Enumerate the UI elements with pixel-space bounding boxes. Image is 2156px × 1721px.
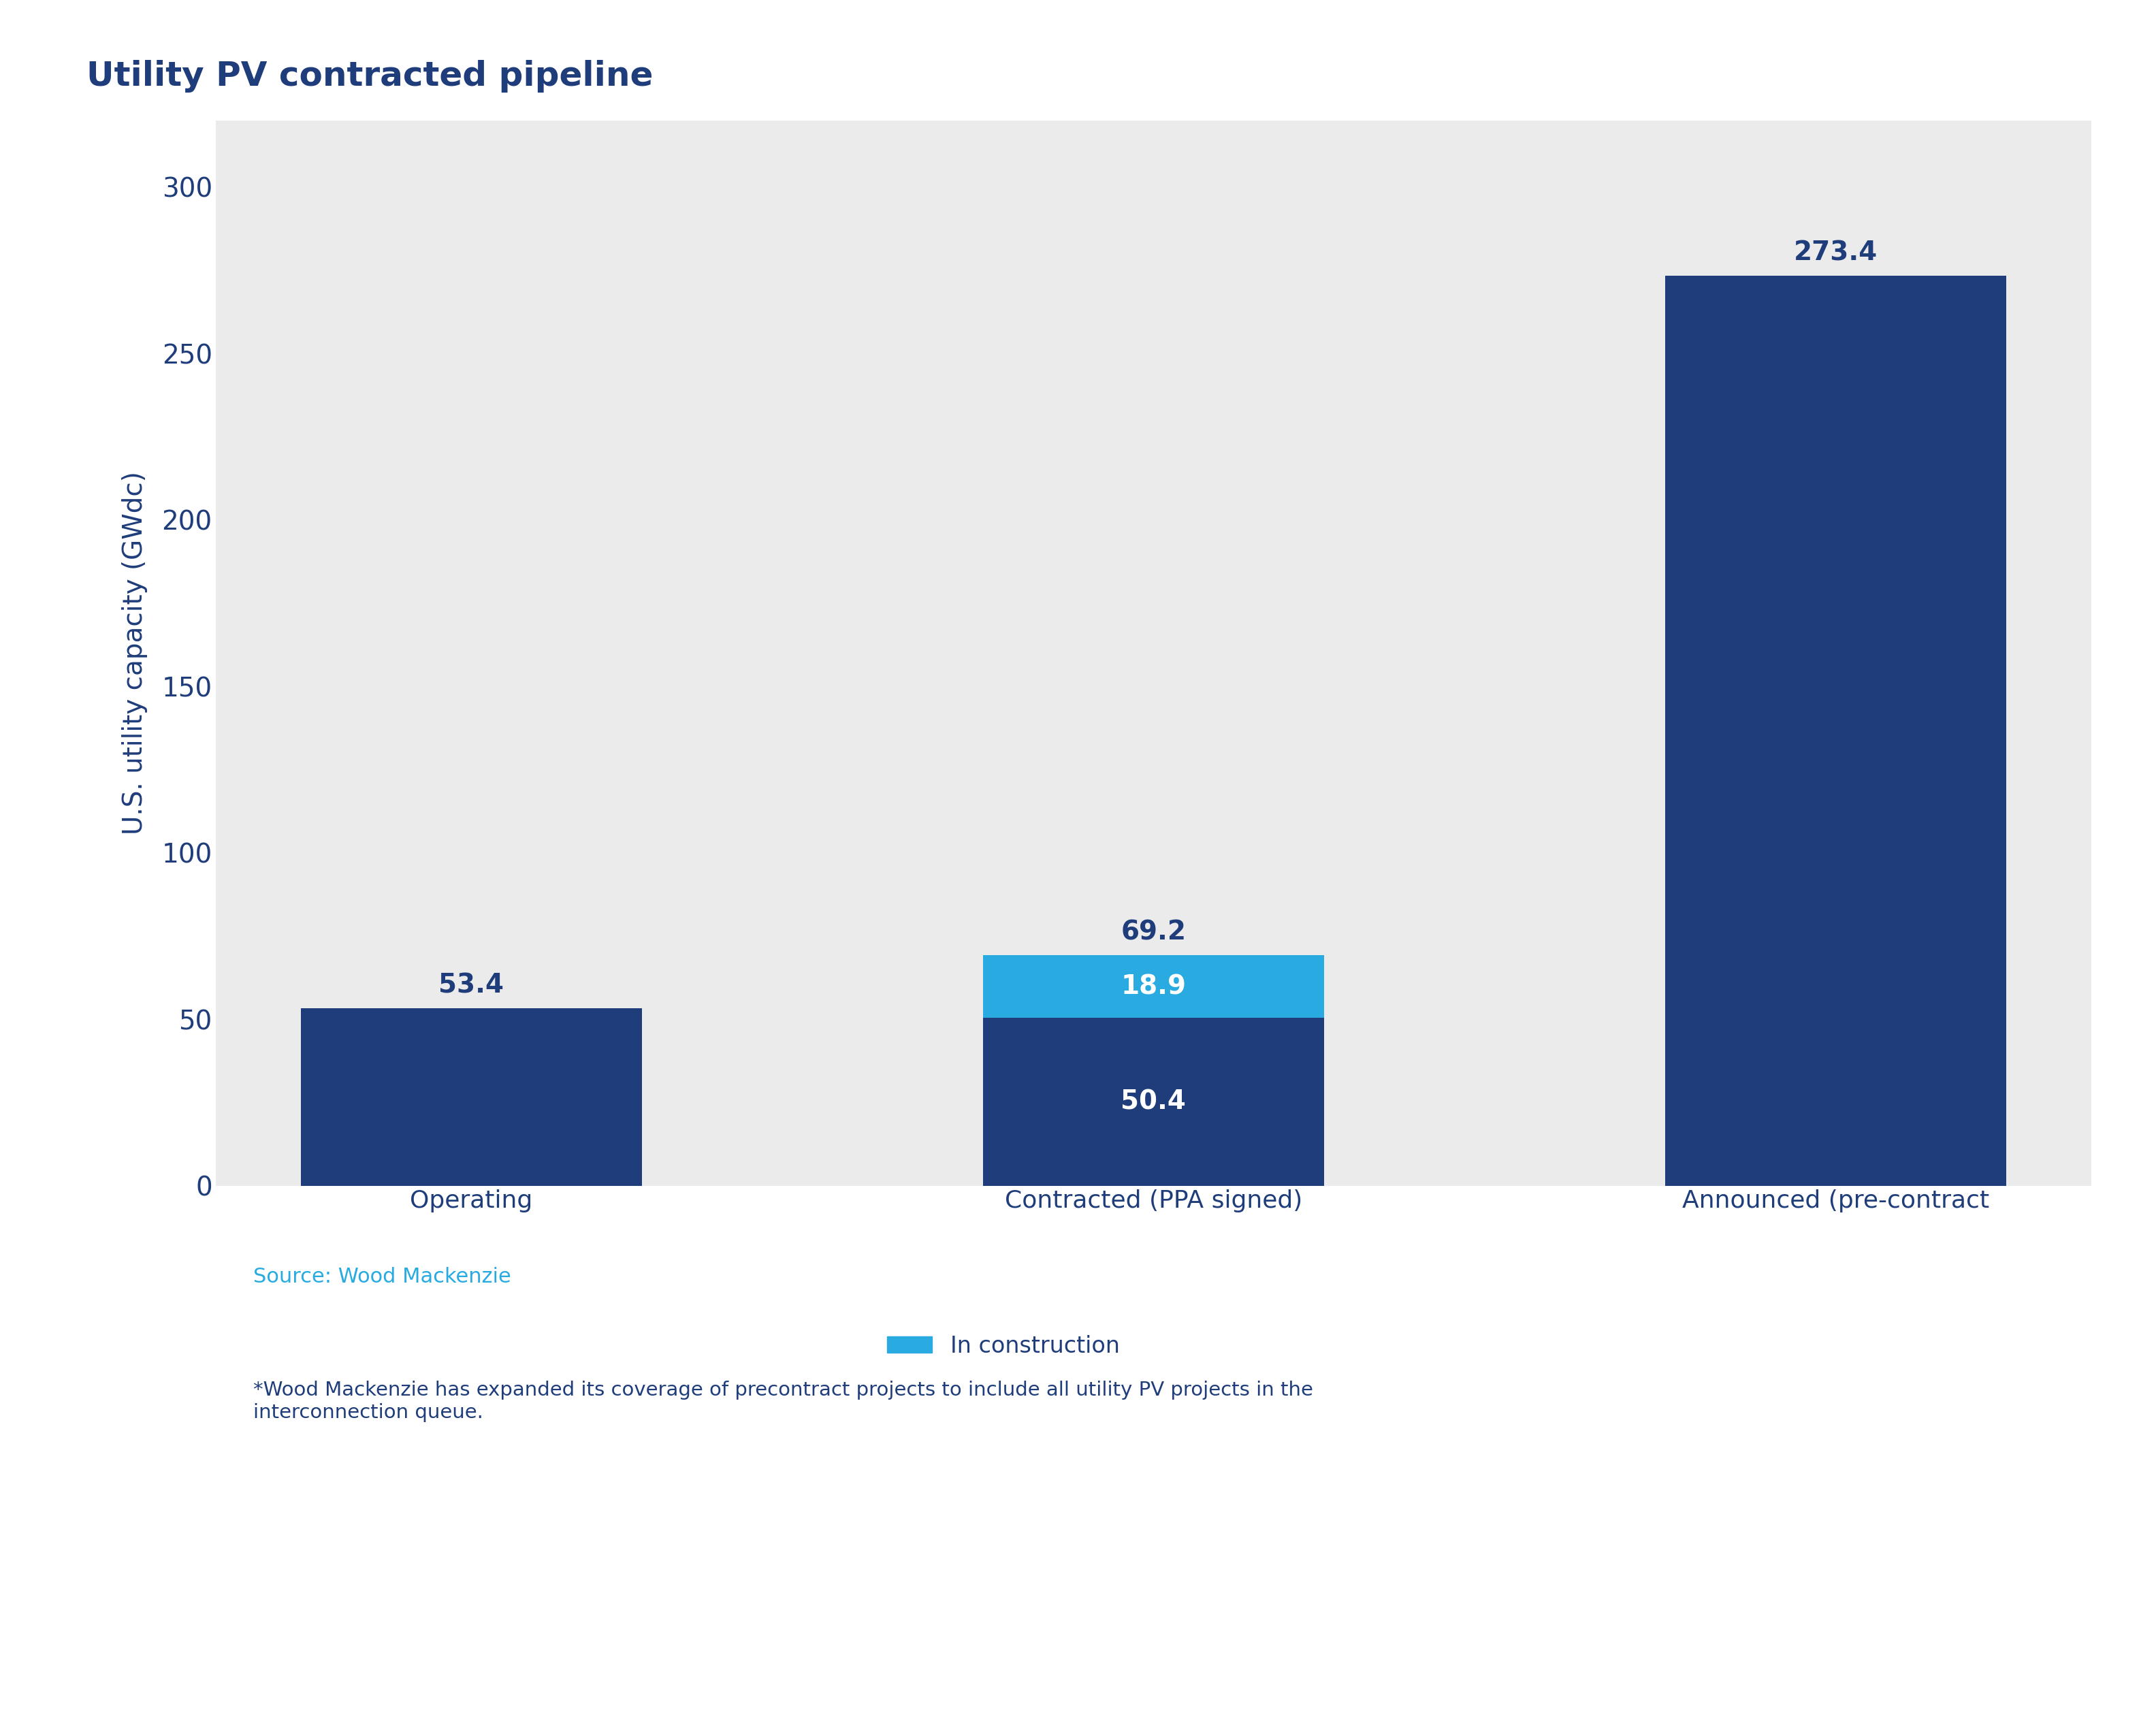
Text: Utility PV contracted pipeline: Utility PV contracted pipeline [86, 60, 653, 93]
Bar [302, 1009, 642, 1186]
Text: Solar Energy
Industries
Association®: Solar Energy Industries Association® [966, 1575, 1061, 1619]
Legend: In construction: In construction [877, 1325, 1130, 1366]
Text: 50.4: 50.4 [1121, 1089, 1186, 1115]
Text: 18.9: 18.9 [1121, 974, 1186, 1000]
Text: *Wood Mackenzie has expanded its coverage of precontract projects to include all: *Wood Mackenzie has expanded its coverag… [252, 1380, 1313, 1422]
Text: POWER & RENEWABLES: POWER & RENEWABLES [328, 1654, 487, 1668]
Text: 273.4: 273.4 [1794, 239, 1878, 265]
Text: Wood
Mackenzie: Wood Mackenzie [328, 1563, 461, 1611]
Bar [983, 1019, 1324, 1186]
Bar [983, 955, 1324, 1019]
Y-axis label: U.S. utility capacity (GWdc): U.S. utility capacity (GWdc) [121, 472, 147, 835]
Text: SEIA: SEIA [798, 1583, 871, 1611]
Text: 53.4: 53.4 [438, 972, 505, 998]
Text: 69.2: 69.2 [1121, 919, 1186, 945]
Text: Source: Wood Mackenzie: Source: Wood Mackenzie [252, 1267, 511, 1287]
Bar [1664, 275, 2005, 1186]
Text: ©2020: ©2020 [1893, 1578, 2035, 1616]
